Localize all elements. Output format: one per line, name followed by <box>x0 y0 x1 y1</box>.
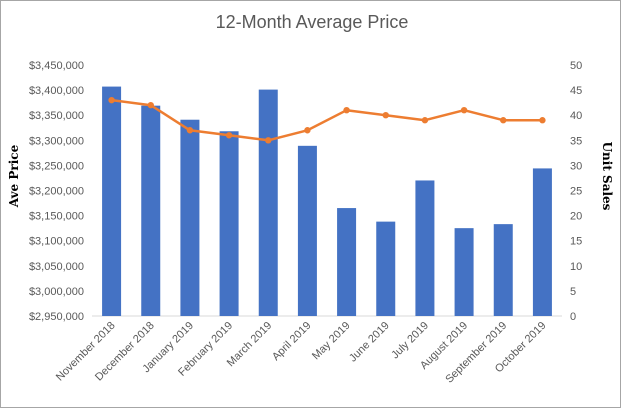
y-axis-title: Ave Price <box>7 144 21 208</box>
line-series <box>111 98 543 142</box>
bar <box>180 119 200 316</box>
y2-tick-label: 35 <box>570 135 582 147</box>
bar <box>297 145 317 316</box>
bar <box>493 224 513 316</box>
line-point <box>460 106 468 114</box>
line-point <box>225 132 233 139</box>
bar <box>415 180 435 316</box>
y2-tick-label: 20 <box>570 211 582 223</box>
y2-tick-label: 25 <box>570 186 582 198</box>
x-tick-label: April 2019 <box>270 320 314 364</box>
bar <box>337 208 357 316</box>
chart-title: 12-Month Average Price <box>216 12 409 32</box>
y-tick-label: $3,000,000 <box>29 286 84 298</box>
y-tick-label: $2,950,000 <box>29 311 84 323</box>
bar <box>219 131 239 316</box>
y-tick-label: $3,400,000 <box>29 85 84 97</box>
y-tick-label: $3,250,000 <box>29 160 84 172</box>
plot-area: $2,950,000 $3,000,000 $3,050,000 $3,100,000… <box>29 60 582 386</box>
y2-tick-label: 15 <box>570 236 582 248</box>
y2-tick-label: 45 <box>570 85 582 97</box>
y-tick-label: $3,200,000 <box>29 186 84 198</box>
x-tick-label: July 2019 <box>389 320 431 362</box>
y2-tick-label: 50 <box>570 60 582 72</box>
y2-tick-label: 10 <box>570 261 582 273</box>
y-tick-label: $3,300,000 <box>29 135 84 147</box>
y-tick-label: $3,100,000 <box>29 236 84 248</box>
y2-tick-label: 5 <box>570 286 576 298</box>
bar <box>102 86 122 316</box>
y2-tick-label: 30 <box>570 160 582 172</box>
y-tick-label: $3,150,000 <box>29 211 84 223</box>
line-point <box>539 117 546 124</box>
y2-tick-label: 40 <box>570 110 582 122</box>
bar <box>258 89 278 317</box>
y-tick-label: $3,350,000 <box>29 110 84 122</box>
x-tick-label: June 2019 <box>347 320 392 365</box>
y2-tick-label: 0 <box>570 311 576 323</box>
line-point <box>343 106 350 114</box>
bar <box>376 221 396 316</box>
bar <box>141 105 161 316</box>
line-point <box>147 101 154 109</box>
line-point <box>186 127 194 134</box>
line-point <box>500 117 507 124</box>
y2-axis-title: Unit Sales <box>600 142 614 211</box>
y-tick-label: $3,050,000 <box>29 261 84 273</box>
line-point <box>265 137 272 144</box>
line-point <box>382 112 389 119</box>
bar <box>454 228 474 316</box>
y-tick-label: $3,450,000 <box>29 60 84 72</box>
bar <box>532 168 552 316</box>
line-point <box>108 96 115 104</box>
line-point <box>304 127 311 134</box>
line-point <box>421 117 429 124</box>
